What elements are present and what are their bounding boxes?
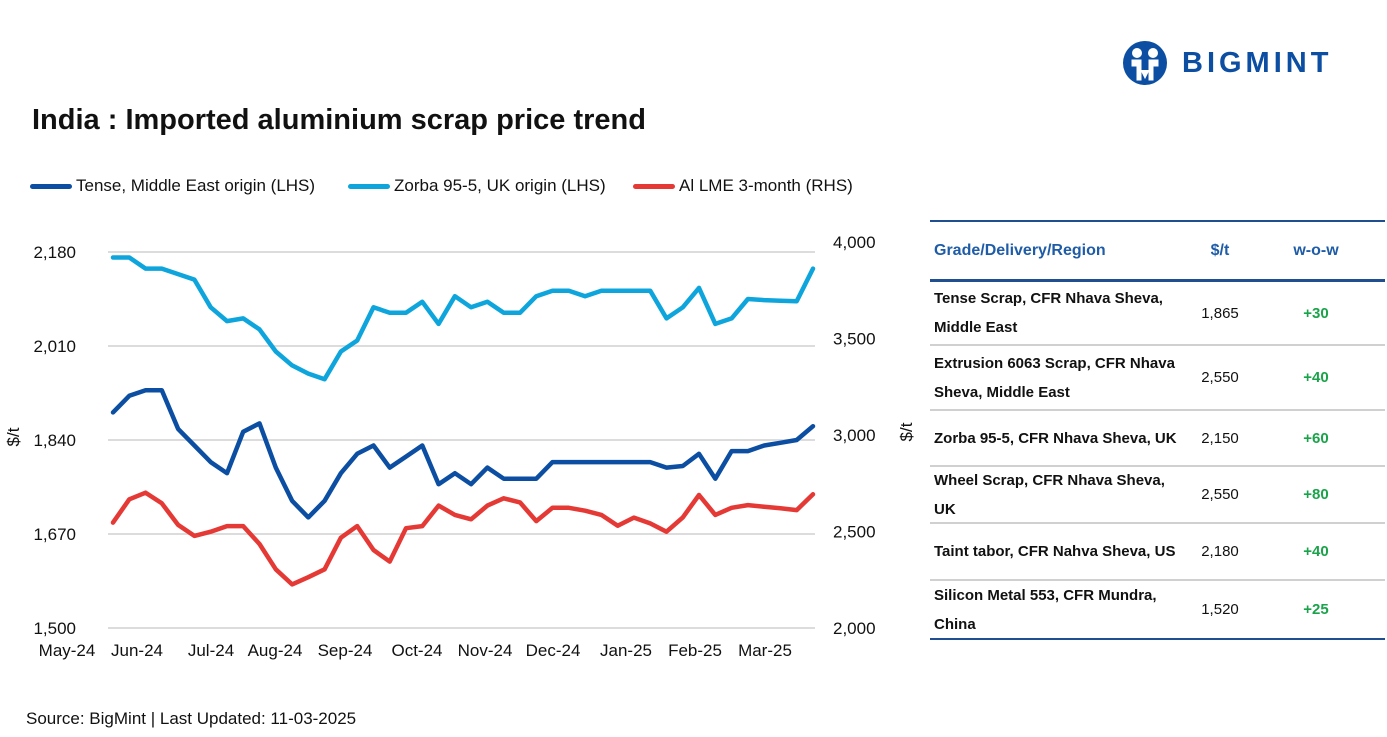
line-chart: 1,500 1,670 1,840 2,010 2,180 2,000 2,500 3,000… — [4, 233, 916, 660]
y-right-tick-label: 2,500 — [833, 523, 876, 542]
legend-label: Tense, Middle East origin (LHS) — [76, 176, 316, 195]
grade-cell: Silicon Metal 553, CFR Mundra, China — [934, 586, 1157, 633]
wow-cell: +60 — [1303, 429, 1329, 447]
y-left-tick-label: 2,180 — [33, 243, 76, 262]
header-wow: w-o-w — [1293, 241, 1339, 259]
grade-cell: Tense Scrap, CFR Nhava Sheva, Middle Eas… — [934, 290, 1163, 336]
wow-cell: +25 — [1303, 601, 1329, 618]
table-row: Extrusion 6063 Scrap, CFR Nhava Sheva, M… — [930, 346, 1385, 411]
wow-cell: +40 — [1303, 543, 1329, 560]
y-right-tick-label: 3,000 — [833, 426, 876, 445]
y-right-tick-label: 3,500 — [833, 330, 876, 349]
legend-swatch — [348, 183, 390, 189]
price-cell: 2,550 — [1201, 486, 1239, 503]
bigmint-logo-icon — [1123, 41, 1167, 85]
x-tick-label: Mar-25 — [738, 641, 792, 660]
grade-cell: Wheel Scrap, CFR Nhava Sheva, UK — [934, 471, 1165, 518]
header-price: $/t — [1210, 241, 1230, 259]
wow-cell: +30 — [1303, 304, 1329, 322]
x-tick-label: Jan-25 — [600, 641, 652, 660]
wow-cell: +80 — [1303, 486, 1329, 503]
table-row: Taint tabor, CFR Nahva Sheva, US 2,180 +40 — [930, 524, 1385, 581]
x-tick-label: Jul-24 — [188, 641, 234, 660]
x-tick-label: Nov-24 — [458, 641, 513, 660]
chart-title: India : Imported aluminium scrap price t… — [32, 104, 646, 136]
price-table: Grade/Delivery/Region $/t w-o-w Tense Sc… — [930, 220, 1385, 640]
series-line-tense — [110, 387, 816, 520]
header-grade: Grade/Delivery/Region — [934, 242, 1106, 259]
y-left-tick-label: 1,670 — [33, 525, 76, 544]
legend-swatch — [633, 183, 675, 189]
x-tick-label: Aug-24 — [248, 641, 303, 660]
wow-cell: +40 — [1303, 369, 1329, 386]
legend-item-tense: Tense, Middle East origin (LHS) — [30, 176, 315, 196]
table-row: Tense Scrap, CFR Nhava Sheva, Middle Eas… — [930, 282, 1385, 346]
table-header: Grade/Delivery/Region $/t w-o-w — [930, 222, 1385, 282]
legend-label: Zorba 95-5, UK origin (LHS) — [394, 176, 606, 195]
series-line-lme — [110, 490, 816, 587]
logo-text: BIGMINT — [1182, 46, 1333, 79]
price-cell: 2,550 — [1201, 369, 1239, 386]
y-right-tick-label: 4,000 — [833, 233, 876, 252]
price-cell: 2,150 — [1201, 429, 1239, 447]
x-tick-label: Oct-24 — [391, 641, 442, 660]
grade-cell: Zorba 95-5, CFR Nhava Sheva, UK — [934, 429, 1177, 447]
x-tick-label: Feb-25 — [668, 641, 722, 660]
legend-item-zorba: Zorba 95-5, UK origin (LHS) — [348, 176, 606, 196]
x-tick-label: Sep-24 — [318, 641, 373, 660]
y-left-tick-label: 1,840 — [33, 431, 76, 450]
grade-cell: Extrusion 6063 Scrap, CFR Nhava Sheva, M… — [934, 354, 1175, 401]
legend-item-lme: Al LME 3-month (RHS) — [633, 176, 853, 196]
y-right-axis-label: $/t — [897, 422, 916, 441]
price-cell: 2,180 — [1201, 543, 1239, 560]
y-right-tick-label: 2,000 — [833, 619, 876, 638]
source-note: Source: BigMint | Last Updated: 11-03-20… — [26, 709, 357, 728]
bigmint-logo: BIGMINT — [1122, 40, 1332, 86]
series-line-zorba — [110, 255, 816, 382]
table-row: Zorba 95-5, CFR Nhava Sheva, UK 2,150 +60 — [930, 411, 1385, 467]
y-left-axis-label: $/t — [4, 427, 23, 446]
y-left-tick-label: 1,500 — [33, 619, 76, 638]
legend-label: Al LME 3-month (RHS) — [679, 176, 853, 195]
x-tick-label: May-24 — [39, 641, 96, 660]
legend-swatch — [30, 183, 72, 189]
y-left-tick-label: 2,010 — [33, 337, 76, 356]
grade-cell: Taint tabor, CFR Nahva Sheva, US — [934, 543, 1176, 560]
price-cell: 1,865 — [1201, 304, 1239, 322]
x-tick-label: Jun-24 — [111, 641, 163, 660]
table-row: Silicon Metal 553, CFR Mundra, China 1,52… — [930, 581, 1385, 638]
price-cell: 1,520 — [1201, 601, 1239, 618]
table-row: Wheel Scrap, CFR Nhava Sheva, UK 2,550 +80 — [930, 467, 1385, 524]
x-tick-label: Dec-24 — [526, 641, 581, 660]
